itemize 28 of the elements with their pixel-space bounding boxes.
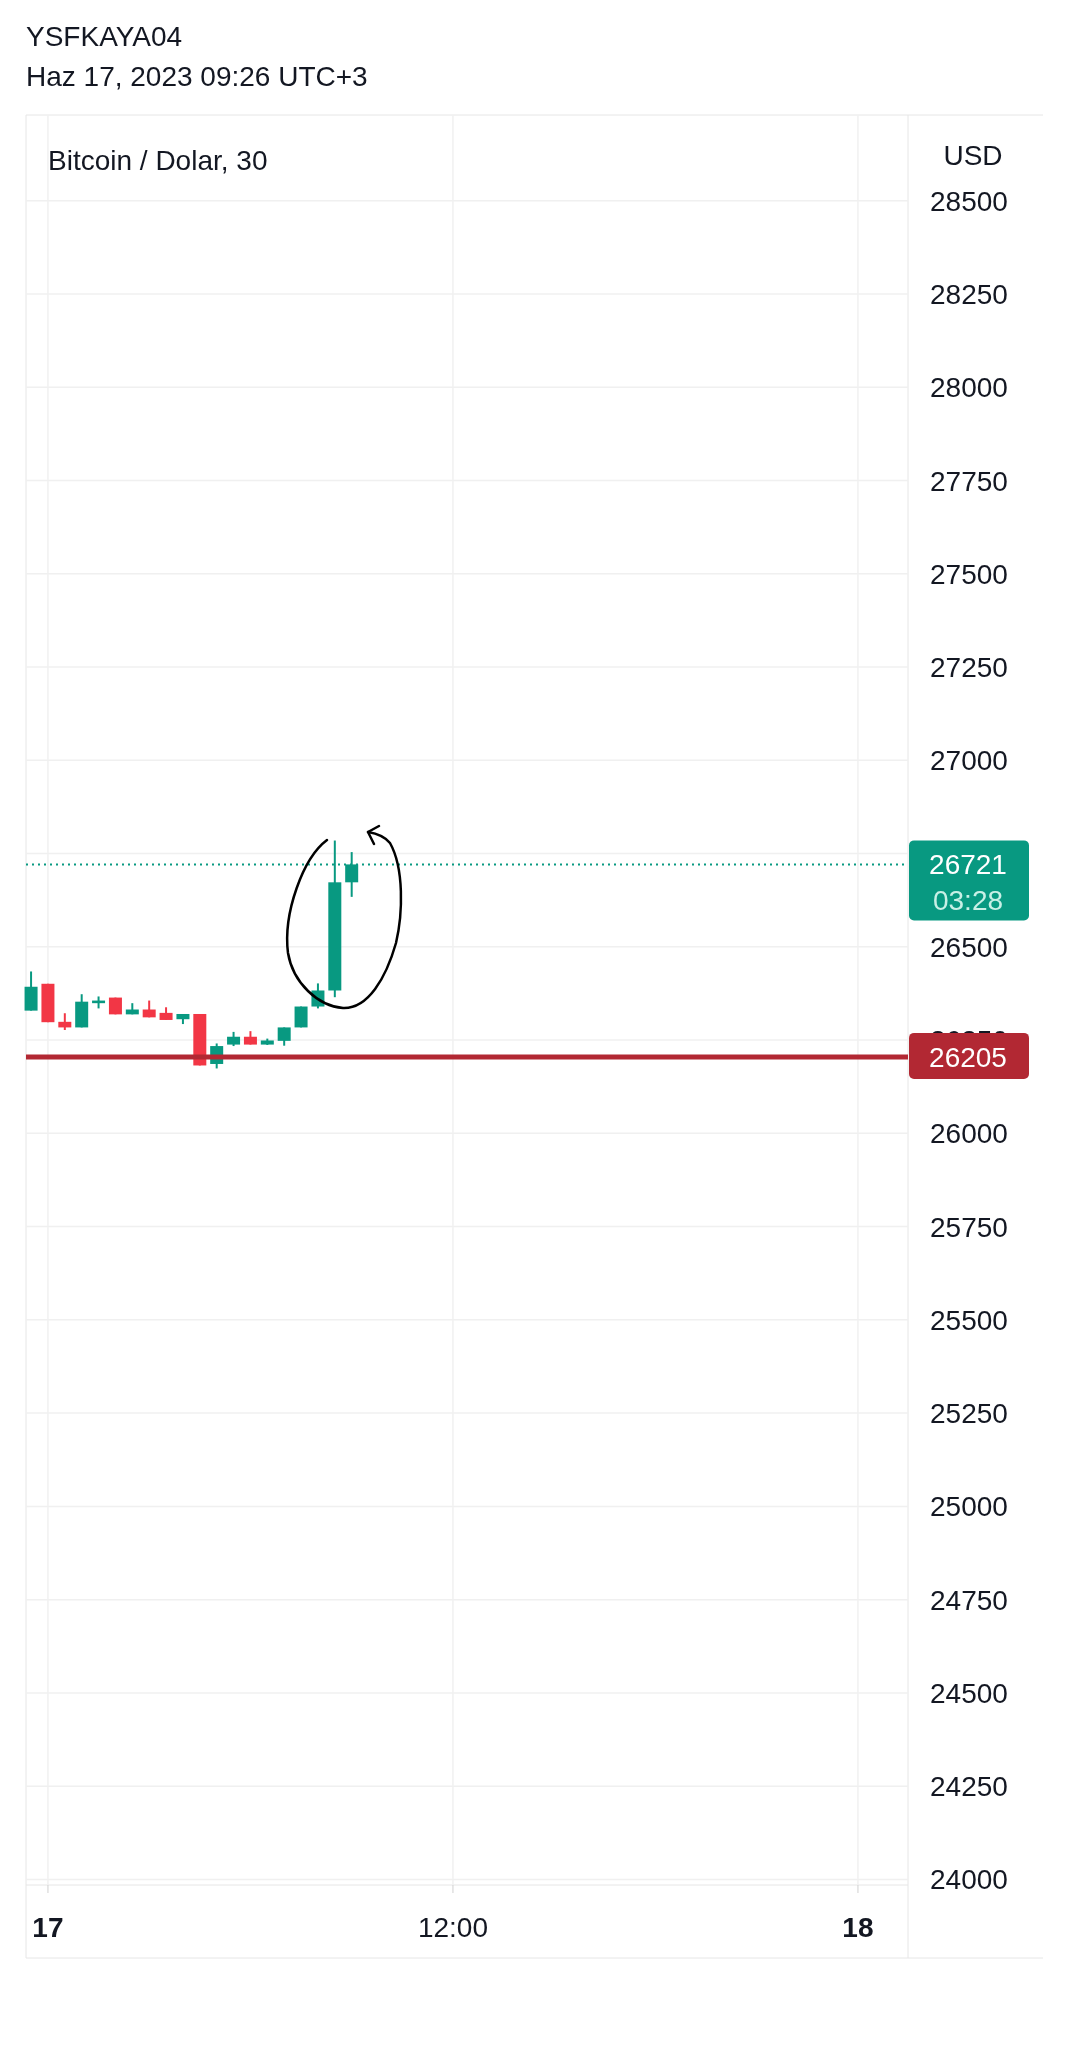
text: Bitcoin / Dolar, 30: [48, 145, 268, 176]
y-tick-label: 25250: [930, 1398, 1008, 1430]
y-tick-label: 27500: [930, 558, 1008, 590]
y-tick-label: 27000: [930, 745, 1008, 777]
y-tick-label: 26000: [930, 1118, 1008, 1150]
y-tick-label: 24250: [930, 1771, 1008, 1803]
candlestick: [24, 970, 38, 1012]
y-tick-label: 25750: [930, 1211, 1008, 1243]
y-tick-label: 24000: [930, 1864, 1008, 1896]
y-tick-label: 25500: [930, 1304, 1008, 1336]
y-axis-title: USD: [943, 140, 1003, 171]
y-tick-label: 28250: [930, 279, 1008, 311]
y-tick-label: 24500: [930, 1677, 1008, 1709]
text: YSFKAYA04: [26, 21, 183, 52]
ref-line-label: 26205: [929, 1041, 1007, 1073]
x-tick-label: 18: [842, 1912, 874, 1943]
x-tick-label: 12:00: [417, 1912, 488, 1943]
candlestick: [277, 1026, 291, 1047]
y-tick-label: 28500: [930, 185, 1008, 217]
y-tick-label: 25000: [930, 1491, 1008, 1523]
text: Haz 17, 2023 09:26 UTC+3: [26, 61, 368, 92]
x-tick-label: 17: [32, 1912, 64, 1943]
y-tick-label: 28000: [930, 372, 1008, 404]
y-tick-label: 26500: [930, 931, 1008, 963]
y-tick-label: 27250: [930, 652, 1008, 684]
y-tick-label: 24750: [930, 1584, 1008, 1616]
y-tick-label: 27750: [930, 465, 1008, 497]
ref-line-label: 26721 03:28: [929, 849, 1007, 917]
